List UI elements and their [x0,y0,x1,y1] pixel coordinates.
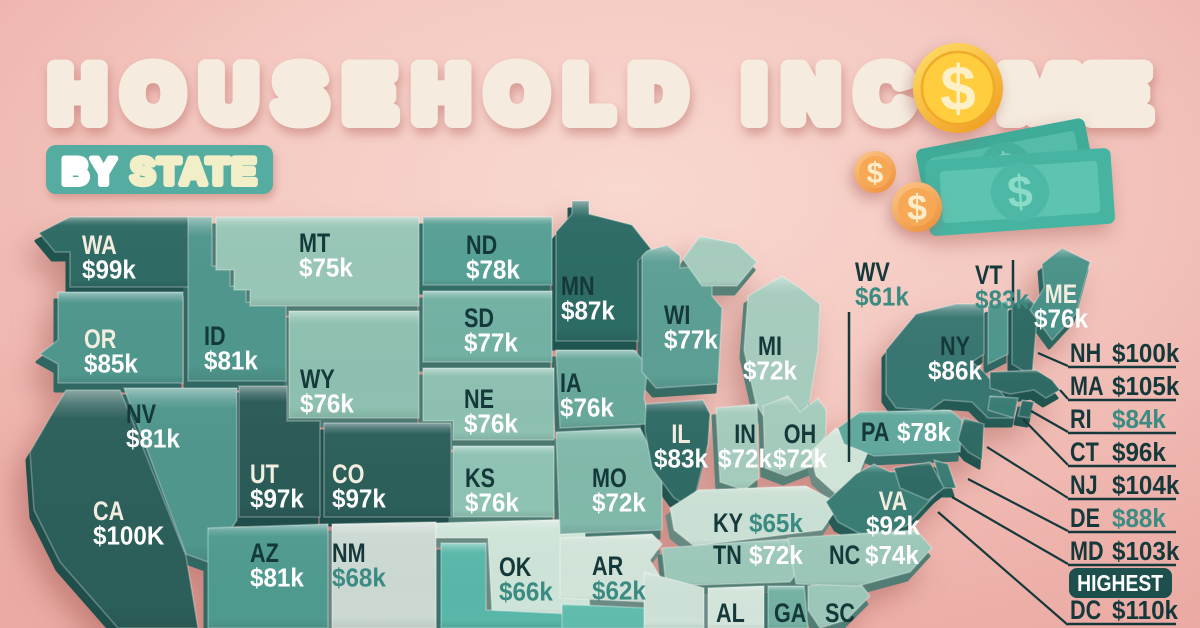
svg-text:NY: NY [940,332,970,362]
svg-text:MI: MI [758,332,782,362]
svg-text:$105k: $105k [1112,372,1180,401]
svg-text:AR: AR [592,552,623,582]
svg-text:UT: UT [250,460,279,490]
svg-text:$68k: $68k [332,564,386,593]
svg-text:$72k: $72k [718,445,772,474]
svg-text:$76k: $76k [465,489,519,518]
svg-text:NC: NC [829,541,860,571]
svg-text:ME: ME [1045,280,1077,310]
svg-text:ID: ID [204,322,226,352]
svg-text:PA: PA [861,418,889,448]
svg-text:$: $ [867,157,884,190]
svg-text:DE: DE [1070,504,1100,534]
svg-text:AL: AL [716,599,745,628]
svg-text:AZ: AZ [250,539,279,569]
svg-text:$100k: $100k [1112,339,1180,368]
svg-text:$77k: $77k [664,326,718,355]
svg-text:NV: NV [126,400,157,430]
svg-text:$78k: $78k [897,418,951,447]
svg-text:$85k: $85k [84,350,138,379]
svg-text:WI: WI [664,301,690,331]
svg-text:$76k: $76k [464,410,518,439]
svg-text:$72k: $72k [749,541,803,570]
svg-text:IN: IN [734,420,756,450]
svg-text:NJ: NJ [1070,471,1098,501]
svg-text:$100K: $100K [93,522,164,551]
svg-text:$62k: $62k [592,577,646,606]
svg-text:MN: MN [561,272,595,302]
svg-text:MO: MO [592,464,627,494]
svg-text:IA: IA [560,369,582,399]
svg-text:SD: SD [464,304,494,334]
svg-text:WY: WY [300,365,335,395]
svg-text:$99k: $99k [82,256,136,285]
svg-text:$92k: $92k [866,512,920,541]
svg-text:$97k: $97k [250,485,304,514]
svg-text:NH: NH [1070,339,1101,369]
svg-text:WA: WA [82,231,117,261]
svg-text:$84k: $84k [1112,405,1166,434]
svg-text:$81k: $81k [126,425,180,454]
svg-text:MT: MT [299,229,330,259]
svg-text:$86k: $86k [928,357,982,386]
svg-text:$72k: $72k [592,489,646,518]
svg-text:$77k: $77k [464,329,518,358]
svg-text:KS: KS [465,464,495,494]
svg-text:$81k: $81k [250,564,304,593]
svg-text:$: $ [940,52,976,124]
svg-text:VT: VT [975,261,1003,291]
svg-text:$75k: $75k [299,254,353,283]
svg-text:$72k: $72k [773,445,827,474]
svg-text:NE: NE [464,385,494,415]
svg-text:$: $ [1006,165,1035,218]
svg-text:$88k: $88k [1112,504,1166,533]
svg-text:BY STATE: BY STATE [62,151,259,192]
svg-text:$83k: $83k [654,445,708,474]
svg-text:$83k: $83k [975,286,1029,315]
svg-text:CO: CO [332,460,364,490]
svg-text:$61k: $61k [855,283,909,312]
svg-text:$65k: $65k [749,509,803,538]
svg-text:$87k: $87k [561,297,615,326]
svg-text:$81k: $81k [204,347,258,376]
svg-text:WV: WV [855,258,890,288]
svg-text:IL: IL [671,420,690,450]
svg-text:VA: VA [879,487,907,517]
svg-text:$76k: $76k [300,390,354,419]
svg-text:$: $ [907,187,927,228]
svg-text:GA: GA [774,599,806,628]
svg-text:SC: SC [825,599,855,628]
svg-text:OR: OR [84,325,117,355]
svg-text:DC: DC [1070,596,1101,626]
svg-text:TN: TN [713,541,742,571]
svg-text:OK: OK [499,553,532,583]
svg-text:RI: RI [1070,405,1092,435]
svg-text:MA: MA [1070,372,1104,402]
svg-text:$104k: $104k [1112,471,1180,500]
svg-text:$66k: $66k [499,578,553,607]
svg-text:CA: CA [93,497,124,527]
svg-text:$72k: $72k [743,357,797,386]
svg-text:$110k: $110k [1112,596,1178,625]
svg-text:ND: ND [466,231,497,261]
svg-text:MD: MD [1070,537,1104,567]
svg-text:$103k: $103k [1112,537,1180,566]
svg-text:$78k: $78k [466,256,520,285]
svg-text:OH: OH [784,420,816,450]
svg-text:$76k: $76k [1034,305,1088,334]
svg-text:CT: CT [1070,438,1099,468]
svg-text:$96k: $96k [1112,438,1166,467]
svg-text:$76k: $76k [560,394,614,423]
svg-text:KY: KY [713,509,743,539]
svg-text:NM: NM [332,539,366,569]
svg-text:$97k: $97k [332,485,386,514]
svg-text:$74k: $74k [865,541,919,570]
